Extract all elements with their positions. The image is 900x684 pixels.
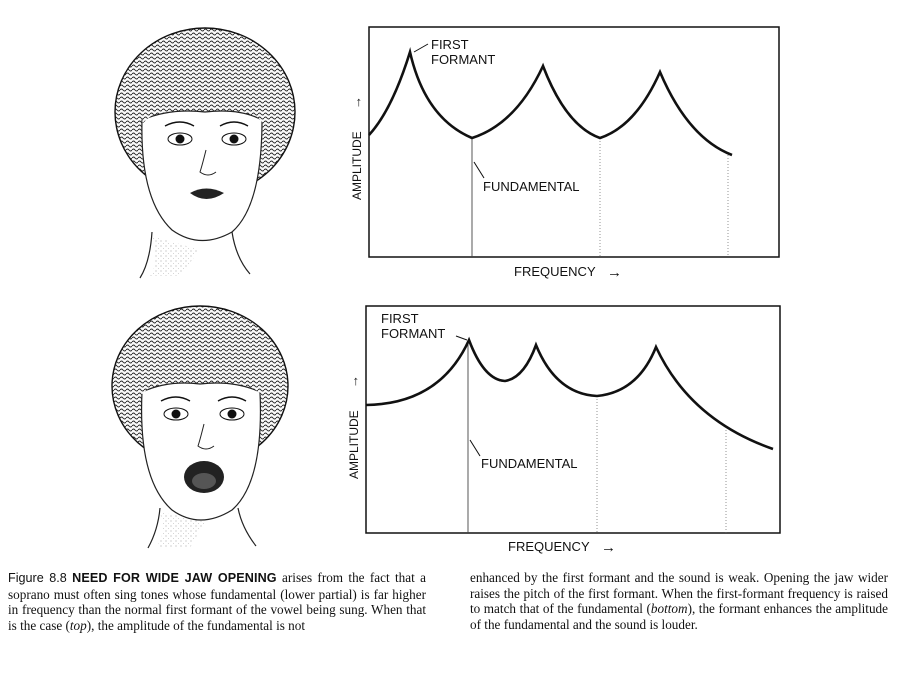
bottom-chart-y-axis-label: AMPLITUDE [347, 410, 361, 479]
caption-right-emphasis: bottom [650, 601, 688, 617]
top-chart-formant-leader [413, 43, 429, 53]
bottom-chart-fundamental-leader [469, 439, 481, 457]
top-chart-first-formant-label-1: FIRST [431, 37, 469, 52]
top-chart-first-formant-label-2: FORMANT [431, 52, 495, 67]
bottom-chart-frame [365, 305, 781, 534]
caption-left-end: ), the amplitude of the fundamental is n… [86, 617, 306, 633]
bottom-chart-formant-leader [455, 335, 468, 341]
top-chart-x-axis-arrow: → [607, 264, 622, 281]
bottom-chart-y-axis-arrow: → [346, 375, 361, 388]
face-open-jaw-illustration [111, 305, 289, 549]
top-chart-y-axis-arrow: → [349, 96, 364, 109]
bottom-chart-x-axis-label: FREQUENCY [508, 539, 590, 554]
top-chart-partial-lines [471, 138, 729, 257]
caption-right-text: enhanced by the first formant and the so… [470, 570, 888, 617]
top-chart-x-axis-label: FREQUENCY [514, 264, 596, 279]
bottom-chart-fundamental-label: FUNDAMENTAL [481, 456, 578, 471]
top-chart-fundamental-label: FUNDAMENTAL [483, 179, 580, 194]
bottom-chart-spectrum-curve [365, 336, 774, 451]
bottom-chart-x-axis-arrow: → [601, 539, 616, 556]
caption-title: NEED FOR WIDE JAW OPENING [72, 571, 277, 585]
caption-left-column: Figure 8.8 NEED FOR WIDE JAW OPENING ari… [8, 570, 426, 633]
top-chart: FIRST FORMANT FUNDAMENTAL AMPLITUDE → FR… [349, 26, 780, 281]
bottom-chart-partial-lines [467, 340, 727, 533]
caption-right-column: enhanced by the first formant and the so… [470, 570, 888, 632]
caption-right-end: ), the formant enhances the amplitude of… [470, 601, 888, 632]
top-chart-frame [368, 26, 780, 258]
figure-number: Figure 8.8 [8, 571, 67, 585]
caption-left-text: arises from the fact that a soprano must… [8, 570, 426, 633]
face-closed-jaw-illustration [114, 27, 296, 279]
top-chart-fundamental-leader [473, 161, 485, 179]
top-chart-spectrum-curve [368, 46, 733, 157]
caption-left-emphasis: top [69, 617, 87, 633]
top-chart-y-axis-label: AMPLITUDE [350, 131, 364, 200]
bottom-chart-first-formant-label-2: FORMANT [381, 326, 445, 341]
bottom-chart-first-formant-label-1: FIRST [381, 311, 419, 326]
bottom-chart: FIRST FORMANT FUNDAMENTAL AMPLITUDE → FR… [346, 305, 781, 556]
